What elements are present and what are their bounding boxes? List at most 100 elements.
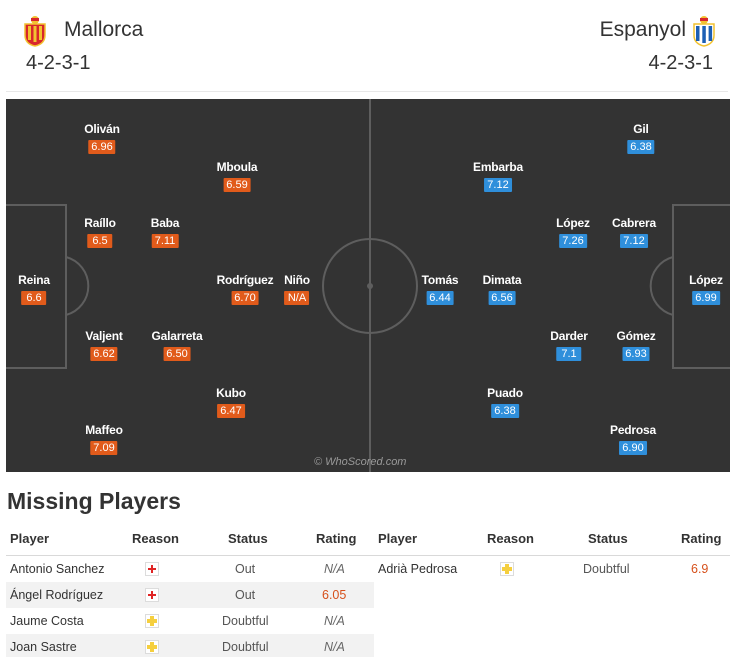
table-row[interactable]: Joan Sastre Doubtful N/A	[6, 634, 374, 657]
player-away-pedrosa[interactable]: Pedrosa 6.90	[610, 423, 656, 456]
away-team-name[interactable]: Espanyol	[600, 18, 686, 42]
player-home-galarreta[interactable]: Galarreta 6.50	[152, 329, 203, 362]
player-name[interactable]: Adrià Pedrosa	[378, 562, 457, 576]
player-rating: N/A	[285, 291, 310, 305]
status: Out	[235, 562, 255, 576]
player-name: Valjent	[85, 329, 122, 343]
table-row[interactable]: Antonio Sanchez Out N/A	[6, 556, 374, 582]
player-name: Kubo	[216, 386, 246, 400]
doubtful-cross-icon	[145, 614, 159, 628]
player-rating: 6.96	[88, 140, 115, 154]
player-name: Embarba	[473, 160, 523, 174]
player-name: Rodríguez	[217, 273, 274, 287]
status: Doubtful	[222, 640, 269, 654]
column-status[interactable]: Status	[588, 531, 628, 546]
player-home-nino[interactable]: Niño N/A	[284, 273, 310, 306]
table-row[interactable]: Jaume Costa Doubtful N/A	[6, 608, 374, 634]
player-rating: 6.90	[619, 441, 646, 455]
player-away-puado[interactable]: Puado 6.38	[487, 386, 523, 419]
away-formation: 4-2-3-1	[649, 52, 713, 75]
player-home-kubo[interactable]: Kubo 6.47	[216, 386, 246, 419]
rating: N/A	[324, 614, 345, 628]
table-row[interactable]: Adrià Pedrosa Doubtful 6.9	[374, 556, 730, 582]
player-away-darder[interactable]: Darder 7.1	[550, 329, 587, 362]
doubtful-cross-icon	[500, 562, 514, 576]
player-away-gomez[interactable]: Gómez 6.93	[616, 329, 655, 362]
player-name[interactable]: Joan Sastre	[10, 640, 77, 654]
mallorca-crest-icon	[22, 15, 48, 47]
player-home-maffeo[interactable]: Maffeo 7.09	[85, 423, 122, 456]
player-rating: 6.38	[491, 404, 518, 418]
column-rating[interactable]: Rating	[316, 531, 356, 546]
match-header: Mallorca 4-2-3-1 Espanyol 4-2-3-1	[0, 0, 730, 93]
doubtful-cross-icon	[145, 640, 159, 654]
player-home-baba[interactable]: Baba 7.11	[151, 216, 180, 249]
player-name: Galarreta	[152, 329, 203, 343]
player-home-rodriguez[interactable]: Rodríguez 6.70	[217, 273, 274, 306]
player-name: Oliván	[84, 122, 119, 136]
column-rating[interactable]: Rating	[681, 531, 721, 546]
rating: N/A	[324, 640, 345, 654]
player-rating: 6.5	[87, 234, 112, 248]
player-rating: 7.11	[152, 234, 179, 248]
home-team-name[interactable]: Mallorca	[64, 18, 143, 42]
player-away-dimata[interactable]: Dimata 6.56	[483, 273, 522, 306]
player-home-valjent[interactable]: Valjent 6.62	[85, 329, 122, 362]
missing-players-title: Missing Players	[7, 488, 181, 515]
player-away-cabrera[interactable]: Cabrera 7.12	[612, 216, 656, 249]
rating: 6.9	[691, 562, 708, 576]
player-rating: 6.62	[90, 347, 117, 361]
player-rating: 6.47	[217, 404, 244, 418]
player-rating: 6.56	[488, 291, 515, 305]
column-status[interactable]: Status	[228, 531, 268, 546]
player-rating: 6.50	[163, 347, 190, 361]
injury-cross-icon	[145, 562, 159, 576]
player-name: Gil	[627, 122, 654, 136]
player-rating: 6.6	[22, 291, 47, 305]
column-player[interactable]: Player	[10, 531, 49, 546]
player-rating: 7.12	[484, 178, 511, 192]
player-away-lopez[interactable]: López 7.26	[556, 216, 590, 249]
player-name: Niño	[284, 273, 310, 287]
missing-players-table-away: Player Reason Status Rating Adrià Pedros…	[374, 525, 730, 582]
player-rating: 7.26	[559, 234, 586, 248]
player-name[interactable]: Jaume Costa	[10, 614, 84, 628]
player-away-lopez-gk[interactable]: López 6.99	[689, 273, 723, 306]
player-name[interactable]: Antonio Sanchez	[10, 562, 105, 576]
player-name: Mboula	[217, 160, 258, 174]
status: Doubtful	[222, 614, 269, 628]
player-rating: 7.1	[556, 347, 581, 361]
player-name: Baba	[151, 216, 180, 230]
player-name: López	[689, 273, 723, 287]
player-name: Dimata	[483, 273, 522, 287]
player-rating: 6.44	[426, 291, 453, 305]
player-away-embarba[interactable]: Embarba 7.12	[473, 160, 523, 193]
player-name: Maffeo	[85, 423, 122, 437]
player-home-raillo[interactable]: Raíllo 6.5	[84, 216, 115, 249]
whoscored-watermark: © WhoScored.com	[314, 456, 406, 468]
player-rating: 7.09	[90, 441, 117, 455]
player-name: Reina	[18, 273, 50, 287]
status: Doubtful	[583, 562, 630, 576]
player-name: Darder	[550, 329, 587, 343]
column-reason[interactable]: Reason	[132, 531, 179, 546]
column-player[interactable]: Player	[378, 531, 417, 546]
player-away-tomas[interactable]: Tomás 6.44	[422, 273, 459, 306]
table-row[interactable]: Ángel Rodríguez Out 6.05	[6, 582, 374, 608]
player-home-olivan[interactable]: Oliván 6.96	[84, 122, 119, 155]
rating: N/A	[324, 562, 345, 576]
home-formation: 4-2-3-1	[26, 52, 90, 75]
table-header: Player Reason Status Rating	[6, 525, 374, 556]
player-name[interactable]: Ángel Rodríguez	[10, 588, 103, 602]
player-name: Gómez	[616, 329, 655, 343]
player-away-gil[interactable]: Gil 6.38	[627, 122, 654, 155]
player-rating: 7.12	[620, 234, 647, 248]
pitch: Reina 6.6 Oliván 6.96 Raíllo 6.5 Valjent…	[6, 99, 730, 472]
player-home-reina[interactable]: Reina 6.6	[18, 273, 50, 306]
player-rating: 6.38	[627, 140, 654, 154]
column-reason[interactable]: Reason	[487, 531, 534, 546]
player-home-mboula[interactable]: Mboula 6.59	[217, 160, 258, 193]
espanyol-crest-icon	[691, 15, 717, 47]
rating: 6.05	[322, 588, 346, 602]
injury-cross-icon	[145, 588, 159, 602]
